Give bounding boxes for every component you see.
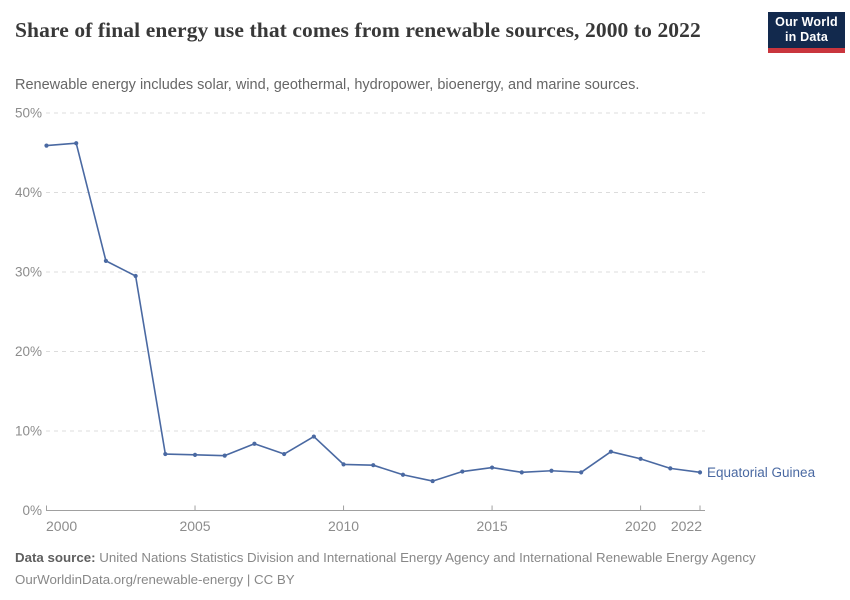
data-point-marker[interactable] — [341, 462, 346, 467]
y-axis-tick-label: 50% — [15, 106, 42, 121]
series-end-label[interactable]: Equatorial Guinea — [707, 465, 816, 480]
data-source-label: Data source: — [15, 550, 96, 565]
data-point-marker[interactable] — [608, 449, 613, 454]
x-axis-tick-label: 2010 — [328, 518, 359, 534]
y-axis-tick-label: 30% — [15, 265, 42, 280]
data-point-marker[interactable] — [74, 141, 79, 146]
x-axis-tick-label: 2022 — [671, 518, 702, 534]
data-point-marker[interactable] — [163, 451, 168, 457]
chart-footer: Data source: United Nations Statistics D… — [15, 547, 835, 590]
data-point-marker[interactable] — [549, 468, 554, 473]
data-point-marker[interactable] — [400, 472, 406, 477]
y-axis-tick-label: 0% — [22, 503, 42, 518]
data-point-marker[interactable] — [192, 452, 198, 457]
data-point-marker[interactable] — [252, 441, 257, 446]
x-axis-tick-label: 2005 — [179, 518, 210, 534]
data-point-marker[interactable] — [489, 465, 495, 470]
chart-title: Share of final energy use that comes fro… — [15, 18, 701, 42]
data-point-marker[interactable] — [371, 463, 376, 468]
data-point-marker[interactable] — [133, 273, 138, 279]
data-point-marker[interactable] — [519, 470, 524, 475]
footer-link-line[interactable]: OurWorldinData.org/renewable-energy | CC… — [15, 572, 295, 587]
x-axis-tick-label: 2020 — [625, 518, 656, 534]
data-point-marker[interactable] — [579, 470, 584, 475]
data-point-marker[interactable] — [44, 143, 49, 148]
chart-subtitle: Renewable energy includes solar, wind, g… — [15, 77, 640, 93]
data-point-marker[interactable] — [103, 258, 109, 263]
owid-logo-line2: in Data — [784, 30, 829, 44]
data-point-marker[interactable] — [311, 434, 316, 439]
data-point-marker[interactable] — [668, 466, 673, 471]
y-axis-tick-label: 40% — [15, 185, 42, 200]
data-point-marker[interactable] — [638, 456, 643, 461]
data-point-marker[interactable] — [697, 470, 703, 475]
x-axis-tick-label: 2000 — [46, 518, 77, 534]
owid-logo[interactable]: Our World in Data — [768, 12, 845, 53]
data-source-text: United Nations Statistics Division and I… — [95, 550, 756, 565]
y-axis-tick-label: 20% — [15, 344, 42, 359]
owid-logo-line1: Our World — [775, 15, 838, 29]
series-line[interactable] — [45, 142, 701, 482]
data-point-marker[interactable] — [222, 453, 227, 458]
y-axis-tick-label: 10% — [15, 424, 42, 439]
data-point-marker[interactable] — [282, 451, 287, 457]
data-point-marker[interactable] — [460, 469, 465, 474]
data-point-marker[interactable] — [430, 478, 435, 484]
x-axis-tick-label: 2015 — [476, 518, 507, 534]
